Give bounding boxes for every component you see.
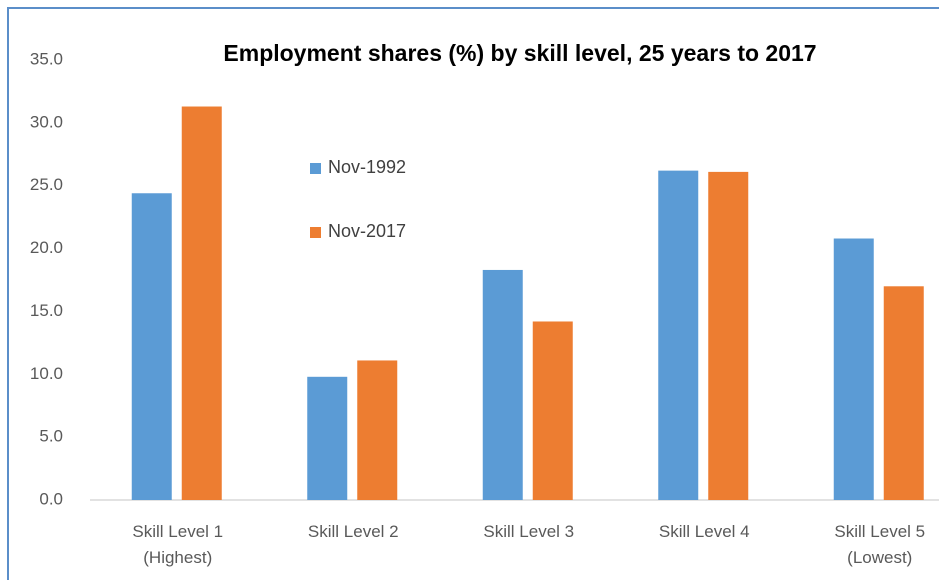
bar — [833, 238, 874, 500]
y-tick-label: 0.0 — [39, 489, 63, 508]
frame — [7, 7, 939, 580]
x-tick-label: Skill Level 2 — [308, 522, 399, 541]
bar — [307, 376, 348, 500]
legend-swatch — [310, 163, 321, 174]
y-tick-label: 20.0 — [30, 238, 63, 257]
x-tick-line: Skill Level 3 — [483, 522, 574, 541]
bar — [708, 171, 749, 500]
bar — [482, 269, 523, 500]
y-tick-label: 35.0 — [30, 49, 63, 68]
x-tick-line: (Lowest) — [847, 548, 912, 567]
x-tick-line: (Highest) — [143, 548, 212, 567]
bar — [532, 321, 573, 500]
bar — [658, 170, 699, 500]
x-tick-line: Skill Level 2 — [308, 522, 399, 541]
x-tick-label: Skill Level 3 — [483, 522, 574, 541]
x-tick-line: Skill Level 5 — [834, 522, 925, 541]
legend-swatch — [310, 227, 321, 238]
y-tick-label: 25.0 — [30, 175, 63, 194]
legend-label: Nov-1992 — [328, 157, 406, 177]
x-tick-line: Skill Level 4 — [659, 522, 750, 541]
x-tick-label: Skill Level 1 (Highest) — [132, 522, 223, 567]
legend-label: Nov-2017 — [328, 221, 406, 241]
x-tick-label: Skill Level 4 — [659, 522, 750, 541]
bar — [357, 360, 398, 500]
y-tick-label: 15.0 — [30, 301, 63, 320]
chart-title: Employment shares (%) by skill level, 25… — [223, 40, 816, 66]
y-tick-label: 5.0 — [39, 427, 63, 446]
bar — [181, 106, 222, 500]
bar — [131, 193, 172, 500]
y-tick-label: 30.0 — [30, 112, 63, 131]
y-tick-label: 10.0 — [30, 364, 63, 383]
bar — [883, 286, 924, 500]
x-tick-line: Skill Level 1 — [132, 522, 223, 541]
x-tick-label: Skill Level 5 (Lowest) — [834, 522, 925, 567]
